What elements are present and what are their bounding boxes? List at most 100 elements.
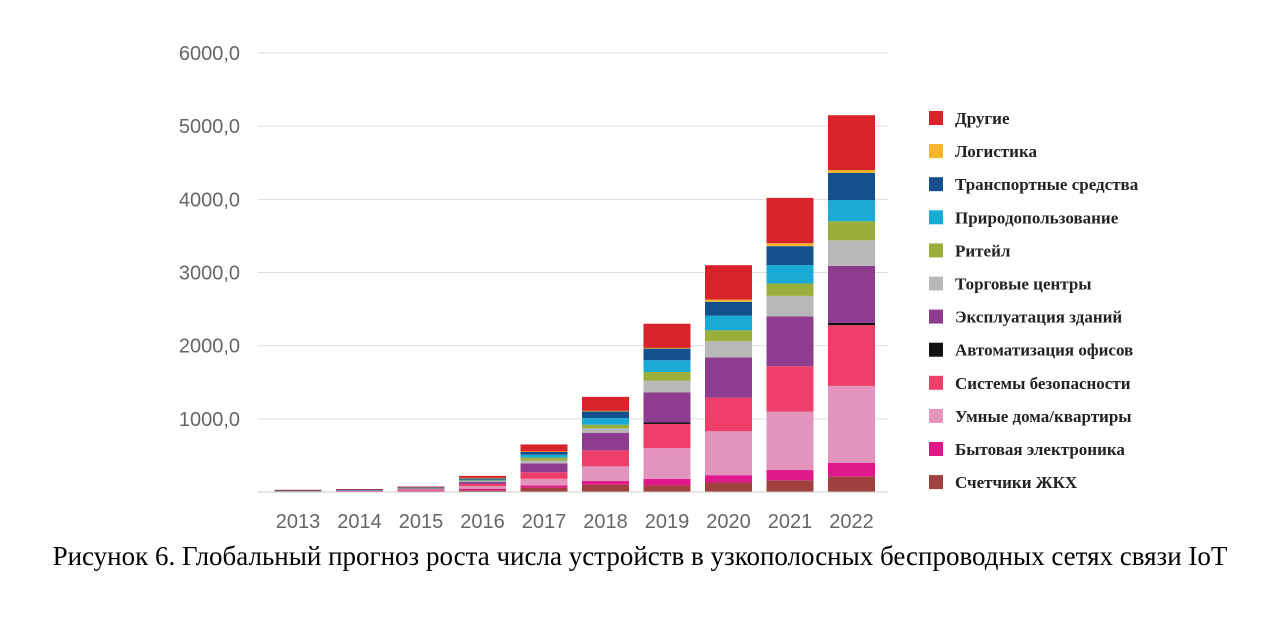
legend-swatch — [929, 475, 943, 490]
legend-swatch — [929, 177, 943, 192]
legend-label: Эксплуатация зданий — [955, 308, 1122, 327]
bar-segment — [766, 246, 814, 266]
bar-segment — [582, 424, 629, 429]
bar-segment — [828, 325, 875, 386]
legend-swatch — [929, 144, 943, 159]
y-tick-label: 1000,0 — [179, 409, 240, 431]
y-axis-tick-labels: 1000,0 2000,0 3000,0 4000,0 5000,0 6000,0 — [179, 43, 240, 431]
y-tick-label: 6000,0 — [179, 43, 240, 65]
bar-segment — [705, 299, 752, 302]
bar-segment — [705, 341, 752, 358]
bar-segment — [643, 380, 691, 393]
legend-swatch — [929, 309, 943, 324]
bar-segment — [582, 410, 629, 412]
bar-segment — [828, 476, 875, 492]
bar-segment — [766, 316, 814, 367]
bar-segment — [643, 478, 691, 486]
x-tick-label: 2017 — [522, 511, 567, 533]
bar-segment — [274, 490, 322, 491]
x-tick-label: 2019 — [645, 511, 690, 533]
bar-segment — [582, 418, 629, 425]
bar-segment — [828, 200, 875, 222]
bar-segment — [766, 283, 814, 296]
bar-segment — [336, 491, 383, 492]
legend-label: Счетчики ЖКХ — [955, 473, 1078, 492]
bar-segment — [643, 360, 691, 373]
bar-segment — [520, 444, 568, 452]
legend-label: Другие — [955, 109, 1010, 128]
bar-segment — [643, 422, 691, 424]
bar-segment — [582, 432, 629, 451]
bars — [274, 115, 875, 493]
y-tick-label: 4000,0 — [179, 189, 240, 211]
legend-label: Умные дома/квартиры — [955, 407, 1132, 426]
bar-segment — [766, 197, 814, 244]
bar-segment — [459, 488, 506, 491]
legend-swatch — [929, 210, 943, 225]
bar-segment — [582, 450, 629, 467]
bar-segment — [336, 489, 383, 490]
y-tick-label: 3000,0 — [179, 263, 240, 285]
legend-label: Логистика — [955, 142, 1037, 161]
legend-label: Природопользование — [955, 208, 1119, 227]
bar-segment — [766, 366, 814, 412]
legend-label: Автоматизация офисов — [955, 341, 1133, 360]
bar-segment — [643, 485, 691, 492]
bar-segment — [643, 348, 691, 361]
bar-segment — [766, 480, 814, 492]
legend-label: Ритейл — [955, 241, 1011, 260]
x-tick-label: 2021 — [768, 511, 813, 533]
legend-swatch — [929, 442, 943, 456]
stacked-bar-chart: 1000,0 2000,0 3000,0 4000,0 5000,0 6000,0 201… — [179, 43, 1139, 533]
bar-segment — [520, 487, 568, 492]
bar-segment — [397, 487, 445, 489]
bar-segment — [705, 431, 752, 476]
bar-segment — [459, 478, 506, 480]
legend-swatch — [929, 276, 943, 291]
bar-segment — [828, 265, 875, 323]
bar-segment — [459, 479, 506, 481]
x-tick-label: 2013 — [276, 511, 321, 533]
bar-segment — [828, 240, 875, 266]
legend-label: Бытовая электроника — [955, 440, 1125, 459]
bar-segment — [459, 475, 506, 478]
bar-segment — [828, 462, 875, 477]
bar-segment — [828, 385, 875, 463]
bar-segment — [459, 480, 506, 482]
bar-segment — [643, 392, 691, 423]
legend-swatch — [929, 243, 943, 258]
bar-segment — [705, 330, 752, 342]
legend-label: Транспортные средства — [955, 175, 1139, 194]
bar-segment — [520, 463, 568, 473]
legend: Другие Логистика Транспортные средства Прир… — [929, 109, 1139, 492]
bar-segment — [459, 481, 506, 484]
bar-segment — [643, 423, 691, 449]
bar-segment — [766, 243, 814, 247]
bar-segment — [582, 428, 629, 433]
bar-segment — [459, 481, 506, 482]
bar-segment — [582, 481, 629, 485]
bar-segment — [705, 357, 752, 398]
y-tick-label: 2000,0 — [179, 336, 240, 358]
legend-label: Системы безопасности — [955, 374, 1131, 393]
bar-segment — [520, 485, 568, 488]
bar-segment — [766, 470, 814, 481]
x-tick-label: 2018 — [583, 511, 628, 533]
bar-segment — [582, 396, 629, 411]
x-tick-label: 2015 — [399, 511, 444, 533]
bar-segment — [766, 295, 814, 317]
bar-segment — [828, 221, 875, 241]
bar-segment — [520, 460, 568, 464]
bar-segment — [397, 489, 445, 491]
bar-segment — [828, 172, 875, 201]
bar-segment — [397, 486, 445, 488]
legend-label: Торговые центры — [955, 275, 1092, 294]
bar-segment — [582, 411, 629, 419]
x-tick-label: 2014 — [337, 511, 382, 533]
x-tick-label: 2022 — [829, 511, 874, 533]
bar-segment — [336, 489, 383, 491]
bar-segment — [520, 451, 568, 455]
bar-segment — [766, 265, 814, 284]
bar-segment — [397, 488, 445, 490]
bar-segment — [705, 301, 752, 316]
